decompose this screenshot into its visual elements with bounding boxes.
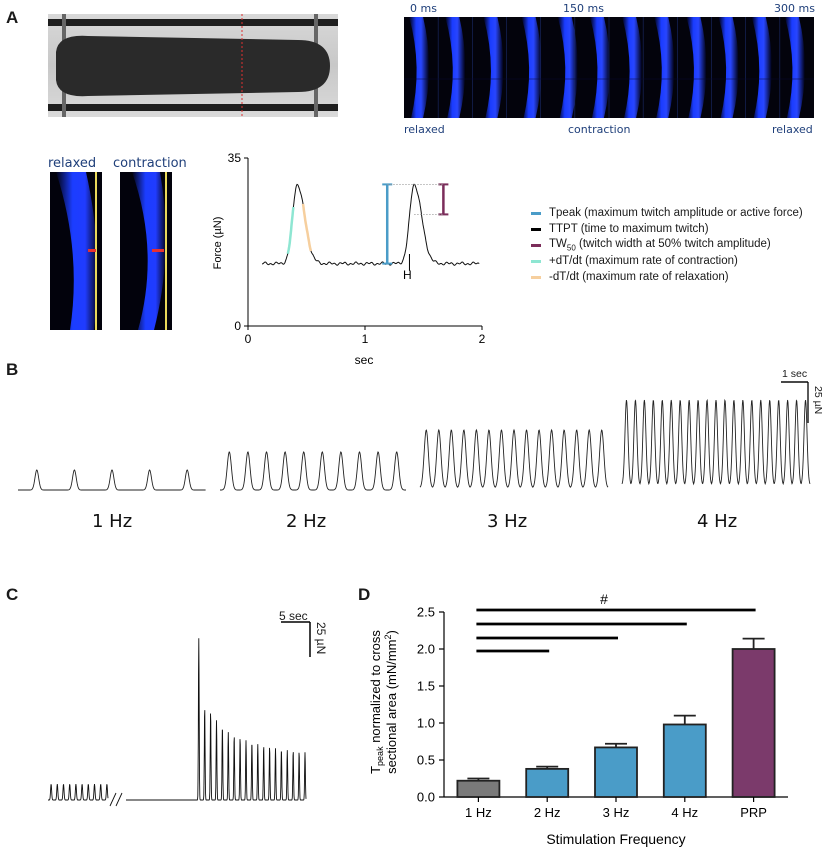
legend-text-tw50: TW50 (twitch width at 50% twitch amplitu…	[549, 237, 771, 253]
bar-x-axis-label: Stimulation Frequency	[546, 831, 685, 847]
twitch-x-tick-label: 0	[245, 332, 252, 346]
zoom-label-relaxed: relaxed	[48, 156, 97, 171]
frequency-traces	[18, 381, 811, 491]
bar-y-axis-label-line2: sectional area (mN/mm2)	[383, 630, 399, 774]
legend-text-minus-dtdt: -dT/dt (maximum rate of relaxation)	[549, 271, 729, 283]
timeline-frame	[718, 17, 739, 118]
prp-scale-time: 5 sec	[279, 609, 308, 623]
bar-x-tick-label: 3 Hz	[603, 805, 630, 820]
freq-label-2hz: 2 Hz	[286, 511, 327, 532]
tissue-micrograph	[48, 14, 338, 117]
timeline-frame	[521, 17, 542, 118]
bar-y-tick-label: 2.5	[417, 605, 435, 620]
timeline-frame	[622, 17, 643, 118]
ttpt-marker-label: H	[403, 268, 412, 282]
legend-item-tw50: TW50 (twitch width at 50% twitch amplitu…	[531, 237, 803, 253]
bar-x-tick-label: 2 Hz	[534, 805, 561, 820]
legend-swatch-plus-dtdt	[531, 259, 541, 263]
panel-letter-a: A	[6, 8, 19, 27]
timeline-frame	[589, 17, 610, 118]
timeline-mid-label: 150 ms	[563, 2, 604, 15]
twitch-y-tick-label: 35	[228, 151, 242, 165]
plus-dtdt-segment	[286, 206, 295, 254]
twitch-x-tick-label: 2	[479, 332, 486, 346]
freq-label-1hz: 1 Hz	[92, 511, 133, 532]
bar-y-tick-label: 1.5	[417, 679, 435, 694]
legend-swatch-minus-dtdt	[531, 275, 541, 279]
zoom-frame-contraction	[120, 172, 172, 330]
freq-trace-2hz	[220, 451, 406, 491]
bar-y-tick-label: 2.0	[417, 642, 435, 657]
bar-3hz	[594, 746, 638, 798]
tpeak-bar-chart: 0.00.51.01.52.02.51 Hz 2 Hz 3 Hz 4 Hz PRP # …	[368, 594, 788, 847]
prp-axis-break-2	[115, 792, 123, 807]
freq-trace-1hz	[18, 469, 206, 491]
panel-letter-b: B	[6, 360, 19, 379]
bar-prp	[731, 648, 776, 798]
twitch-x-tick-label: 1	[362, 332, 369, 346]
panel-letter-c: C	[6, 585, 19, 604]
legend-item-plus-dtdt: +dT/dt (maximum rate of contraction)	[531, 253, 803, 269]
timeline-frame	[483, 17, 504, 118]
freq-scale-force: 25 µN	[812, 386, 824, 415]
bar-y-tick-label: 0.0	[417, 790, 435, 805]
timeline-state-relaxed-left: relaxed	[404, 123, 445, 136]
timeline-frame	[686, 17, 707, 118]
timeline-end-label: 300 ms	[774, 2, 815, 15]
legend-swatch-tpeak	[531, 211, 541, 215]
twitch-trace-line	[262, 183, 480, 266]
prp-trace-pre	[48, 783, 109, 801]
timeline-frame	[784, 17, 805, 118]
legend-text-tpeak: Tpeak (maximum twitch amplitude or activ…	[549, 207, 803, 219]
bar-y-tick-label: 1.0	[417, 716, 435, 731]
bar-x-tick-label: 1 Hz	[465, 805, 492, 820]
timeline-frame	[751, 17, 772, 118]
twitch-legend: Tpeak (maximum twitch amplitude or activ…	[531, 205, 803, 285]
bar-y-tick-label: 0.5	[417, 753, 435, 768]
legend-item-ttpt: TTPT (time to maximum twitch)	[531, 221, 803, 237]
minus-dtdt-segment	[301, 203, 313, 252]
bar-y-axis-label-line1: Tpeak normalized to cross	[368, 630, 385, 774]
twitch-y-axis-label: Force (µN)	[212, 217, 224, 270]
timeline-frame	[409, 17, 430, 118]
freq-trace-4hz	[621, 398, 811, 486]
bar-4hz	[662, 723, 707, 798]
freq-scale-time: 1 sec	[782, 368, 808, 380]
timeline-frame	[557, 17, 578, 118]
timeline-frames	[404, 17, 814, 118]
legend-swatch-tw50	[531, 243, 541, 247]
prp-axis-break-1	[109, 792, 117, 807]
prp-scale-force: 25 µN	[314, 622, 328, 655]
freq-trace-3hz	[419, 428, 609, 488]
twitch-y-tick-label: 0	[234, 319, 241, 333]
prp-trace-post	[196, 638, 307, 801]
legend-swatch-ttpt	[531, 227, 541, 231]
freq-label-4hz: 4 Hz	[697, 511, 738, 532]
bar-x-tick-label: PRP	[740, 805, 767, 820]
timeline-frame	[654, 17, 675, 118]
timeline-state-relaxed-right: relaxed	[772, 123, 813, 136]
legend-item-minus-dtdt: -dT/dt (maximum rate of relaxation)	[531, 269, 803, 285]
bar-2hz	[525, 767, 570, 798]
legend-text-plus-dtdt: +dT/dt (maximum rate of contraction)	[549, 255, 738, 267]
twitch-trace-chart: 0 35 0 1 2 Force (µN) sec H	[212, 151, 486, 367]
panel-letter-d: D	[358, 585, 371, 604]
twitch-x-axis-label: sec	[355, 353, 374, 367]
timeline-start-label: 0 ms	[410, 2, 437, 15]
timeline-frame	[445, 17, 466, 118]
timeline-state-contraction: contraction	[568, 123, 631, 136]
significance-marker: #	[600, 594, 608, 607]
bar-1hz	[456, 779, 501, 798]
zoom-label-contraction: contraction	[113, 156, 187, 171]
prp-trace	[48, 621, 311, 807]
bar-x-tick-label: 4 Hz	[671, 805, 698, 820]
legend-text-ttpt: TTPT (time to maximum twitch)	[549, 223, 709, 235]
legend-item-tpeak: Tpeak (maximum twitch amplitude or activ…	[531, 205, 803, 221]
zoom-frame-relaxed	[50, 172, 102, 330]
freq-label-3hz: 3 Hz	[487, 511, 528, 532]
